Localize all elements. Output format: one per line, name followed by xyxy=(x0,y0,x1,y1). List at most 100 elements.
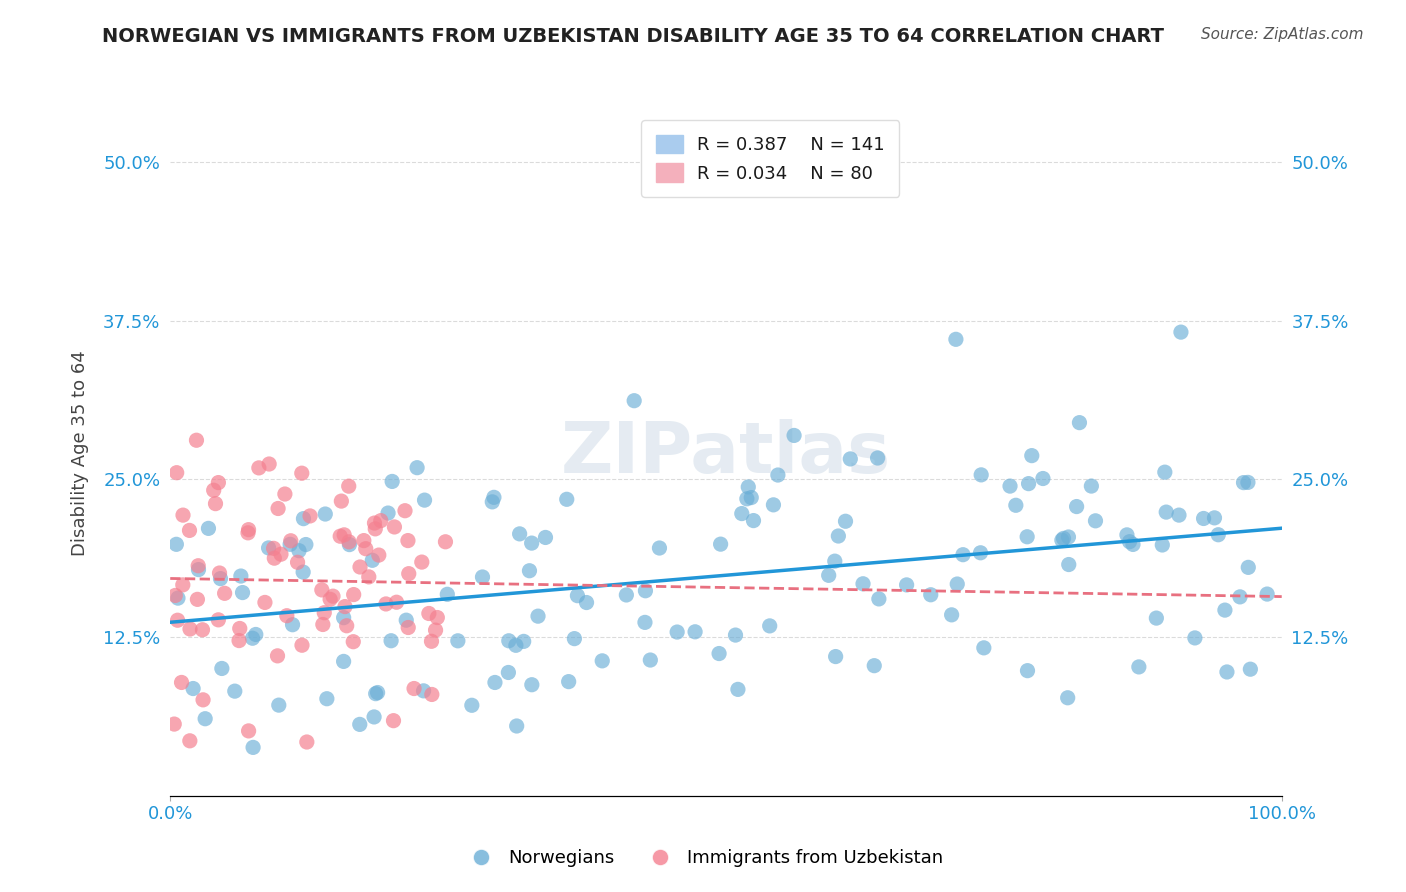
Immigrants from Uzbekistan xyxy=(398,566,420,581)
Immigrants from Uzbekistan xyxy=(172,578,194,592)
Norwegians xyxy=(742,514,765,528)
Norwegians xyxy=(1153,465,1175,479)
Norwegians xyxy=(245,627,267,641)
Norwegians xyxy=(1032,471,1054,485)
Immigrants from Uzbekistan xyxy=(238,523,260,537)
Norwegians xyxy=(295,537,318,551)
Norwegians xyxy=(1229,590,1251,604)
Immigrants from Uzbekistan xyxy=(354,541,377,556)
Norwegians xyxy=(482,491,505,505)
Norwegians xyxy=(614,588,637,602)
Legend: R = 0.387    N = 141, R = 0.034    N = 80: R = 0.387 N = 141, R = 0.034 N = 80 xyxy=(641,120,900,197)
Norwegians xyxy=(361,553,384,567)
Norwegians xyxy=(852,576,875,591)
Norwegians xyxy=(165,537,187,551)
Norwegians xyxy=(281,617,304,632)
Norwegians xyxy=(412,683,434,698)
Immigrants from Uzbekistan xyxy=(179,622,201,636)
Immigrants from Uzbekistan xyxy=(165,589,187,603)
Text: NORWEGIAN VS IMMIGRANTS FROM UZBEKISTAN DISABILITY AGE 35 TO 64 CORRELATION CHAR: NORWEGIAN VS IMMIGRANTS FROM UZBEKISTAN … xyxy=(101,27,1164,45)
Norwegians xyxy=(1069,416,1091,430)
Immigrants from Uzbekistan xyxy=(179,734,201,748)
Immigrants from Uzbekistan xyxy=(425,623,447,637)
Norwegians xyxy=(367,685,389,699)
Norwegians xyxy=(1056,690,1078,705)
Norwegians xyxy=(575,595,598,609)
Norwegians xyxy=(1118,534,1140,549)
Immigrants from Uzbekistan xyxy=(266,648,288,663)
Immigrants from Uzbekistan xyxy=(333,528,356,542)
Immigrants from Uzbekistan xyxy=(375,597,398,611)
Norwegians xyxy=(1080,479,1102,493)
Immigrants from Uzbekistan xyxy=(349,560,371,574)
Immigrants from Uzbekistan xyxy=(263,551,285,566)
Norwegians xyxy=(1216,665,1239,679)
Norwegians xyxy=(267,698,290,713)
Immigrants from Uzbekistan xyxy=(186,592,208,607)
Norwegians xyxy=(737,480,759,494)
Norwegians xyxy=(896,578,918,592)
Norwegians xyxy=(1184,631,1206,645)
Norwegians xyxy=(727,682,749,697)
Norwegians xyxy=(339,538,361,552)
Norwegians xyxy=(866,450,889,465)
Norwegians xyxy=(817,568,839,582)
Norwegians xyxy=(707,647,730,661)
Immigrants from Uzbekistan xyxy=(382,714,405,728)
Norwegians xyxy=(1052,532,1074,546)
Norwegians xyxy=(1237,560,1260,574)
Immigrants from Uzbekistan xyxy=(236,525,259,540)
Norwegians xyxy=(1192,511,1215,525)
Norwegians xyxy=(766,468,789,483)
Norwegians xyxy=(498,633,520,648)
Immigrants from Uzbekistan xyxy=(312,617,335,632)
Immigrants from Uzbekistan xyxy=(385,595,408,609)
Norwegians xyxy=(941,607,963,622)
Norwegians xyxy=(1154,505,1177,519)
Immigrants from Uzbekistan xyxy=(204,497,226,511)
Norwegians xyxy=(783,428,806,442)
Immigrants from Uzbekistan xyxy=(208,566,231,580)
Norwegians xyxy=(181,681,204,696)
Norwegians xyxy=(167,591,190,606)
Immigrants from Uzbekistan xyxy=(337,479,360,493)
Norwegians xyxy=(969,546,991,560)
Immigrants from Uzbekistan xyxy=(311,582,333,597)
Norwegians xyxy=(1050,533,1073,548)
Immigrants from Uzbekistan xyxy=(291,638,314,652)
Norwegians xyxy=(952,548,974,562)
Norwegians xyxy=(471,570,494,584)
Immigrants from Uzbekistan xyxy=(363,516,385,530)
Immigrants from Uzbekistan xyxy=(299,508,322,523)
Immigrants from Uzbekistan xyxy=(274,487,297,501)
Immigrants from Uzbekistan xyxy=(322,589,344,603)
Norwegians xyxy=(187,563,209,577)
Norwegians xyxy=(484,675,506,690)
Norwegians xyxy=(945,332,967,346)
Norwegians xyxy=(380,633,402,648)
Immigrants from Uzbekistan xyxy=(420,634,443,648)
Norwegians xyxy=(381,475,404,489)
Norwegians xyxy=(970,467,993,482)
Norwegians xyxy=(634,615,657,630)
Norwegians xyxy=(447,633,470,648)
Norwegians xyxy=(1232,475,1254,490)
Norwegians xyxy=(364,687,387,701)
Immigrants from Uzbekistan xyxy=(367,548,389,562)
Immigrants from Uzbekistan xyxy=(276,608,298,623)
Norwegians xyxy=(197,521,219,535)
Norwegians xyxy=(413,493,436,508)
Norwegians xyxy=(1084,514,1107,528)
Norwegians xyxy=(505,719,527,733)
Norwegians xyxy=(557,674,579,689)
Norwegians xyxy=(1017,664,1039,678)
Immigrants from Uzbekistan xyxy=(202,483,225,498)
Immigrants from Uzbekistan xyxy=(364,522,387,536)
Norwegians xyxy=(1066,500,1088,514)
Norwegians xyxy=(564,632,586,646)
Norwegians xyxy=(292,565,315,579)
Norwegians xyxy=(520,536,543,550)
Norwegians xyxy=(498,665,520,680)
Norwegians xyxy=(758,619,780,633)
Immigrants from Uzbekistan xyxy=(295,735,318,749)
